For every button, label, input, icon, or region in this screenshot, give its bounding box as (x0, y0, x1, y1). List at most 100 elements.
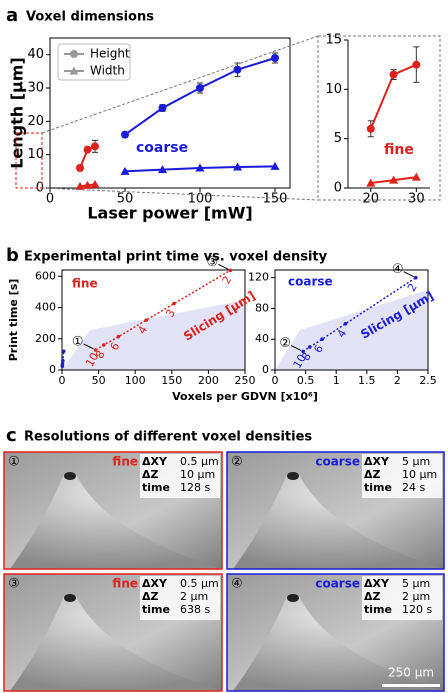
marker (301, 349, 305, 354)
y-tick-label: 5 (334, 131, 342, 146)
tile-frame (3, 451, 223, 570)
info-key: time (142, 603, 170, 616)
info-value: 0.5 μm (180, 455, 219, 468)
info-value: 0.5 μm (180, 577, 219, 590)
panel-label: b (6, 245, 19, 266)
y-tick-label: 0 (49, 363, 56, 376)
tile-mode: fine (112, 455, 138, 469)
annotation: fine (72, 277, 98, 291)
y-tick-label: 0 (262, 363, 269, 376)
marker (144, 318, 148, 322)
info-key: time (364, 603, 392, 616)
y-tick-label: 120 (248, 271, 269, 284)
cone (233, 596, 444, 691)
marker (158, 104, 167, 112)
x-tick-label: 30 (408, 192, 425, 207)
tile-number: ④ (231, 577, 243, 592)
annotation: fine (384, 142, 414, 158)
pointer (218, 263, 229, 270)
marker (413, 275, 418, 280)
marker (196, 84, 204, 92)
marker (308, 345, 312, 349)
marker (320, 337, 324, 342)
info-key: ΔXY (364, 577, 390, 590)
pointer (83, 343, 94, 350)
plot-frame (61, 269, 246, 371)
marker (366, 124, 375, 133)
y-tick-label: 600 (35, 269, 56, 282)
x-tick-label: 20 (363, 192, 380, 207)
x-axis-label: Laser power [mW] (87, 204, 252, 223)
x-tick-label: 200 (198, 374, 219, 387)
y-tick-label: 10 (325, 82, 342, 97)
x-tick-label: 50 (92, 374, 106, 387)
info-value: 638 s (180, 603, 210, 616)
marker (270, 161, 280, 170)
scale-bar-label: 250 μm (388, 666, 434, 680)
marker (101, 343, 106, 347)
info-key: time (142, 481, 170, 494)
marker (411, 172, 421, 181)
annotation: coarse (136, 140, 188, 156)
y-tick-label: 200 (35, 332, 56, 345)
y-tick-label: 400 (35, 301, 56, 314)
marker (93, 348, 98, 352)
cone (10, 474, 222, 569)
slicing-label: 2 (405, 281, 420, 294)
info-value: 128 s (180, 481, 210, 494)
info-box (140, 454, 220, 498)
info-value: 10 μm (402, 468, 437, 481)
x-tick-label: 150 (161, 374, 182, 387)
tile-number: ② (231, 455, 243, 470)
panel-title: Resolutions of different voxel densities (24, 430, 312, 445)
slicing-label: 10 (83, 350, 101, 369)
point-label: ① (72, 335, 84, 350)
x-tick-label: 1 (333, 374, 340, 387)
tile-frame (3, 573, 223, 692)
panel-title: Experimental print time vs. voxel densit… (24, 250, 328, 265)
info-value: 2 μm (402, 590, 430, 603)
zoom-connector (41, 35, 319, 201)
slicing-label: 2 (220, 274, 235, 287)
marker (120, 166, 130, 175)
x-tick-label: 250 (235, 374, 256, 387)
info-value: 5 μm (402, 455, 430, 468)
slicing-label: 10 (291, 352, 309, 371)
info-key: ΔZ (142, 590, 159, 603)
tile-mode: coarse (315, 455, 360, 469)
y-tick-label: 80 (255, 301, 269, 314)
y-tick-label: 15 (325, 33, 342, 48)
zoom-box (15, 132, 43, 189)
info-value: 5 μm (402, 577, 430, 590)
tile-mode: fine (112, 577, 138, 591)
x-tick-label: 0 (46, 192, 54, 207)
y-tick-label: 0 (334, 181, 342, 196)
panel-label: c (6, 425, 17, 446)
marker (116, 334, 121, 339)
shade (275, 290, 428, 370)
cone-hole (64, 472, 76, 480)
tile-frame (226, 451, 445, 570)
shade (62, 300, 245, 370)
marker (366, 178, 376, 187)
marker (228, 268, 233, 273)
tile-mode: coarse (315, 577, 360, 591)
marker (69, 66, 79, 75)
x-tick-label: 0 (59, 374, 66, 387)
marker (389, 70, 398, 79)
marker (121, 130, 129, 139)
info-key: time (364, 481, 392, 494)
x-tick-label: 50 (117, 192, 134, 207)
cone (10, 596, 222, 691)
cone (233, 474, 444, 569)
info-value: 24 s (402, 481, 425, 494)
info-key: ΔXY (364, 455, 390, 468)
panel-label: a (6, 5, 18, 26)
x-tick-label: 100 (188, 192, 213, 207)
marker (90, 179, 100, 188)
series-line (95, 269, 231, 351)
plot-frame (274, 269, 429, 371)
legend-label: Width (90, 64, 125, 78)
legend-label: Height (90, 47, 130, 61)
point-label: ② (279, 336, 291, 351)
